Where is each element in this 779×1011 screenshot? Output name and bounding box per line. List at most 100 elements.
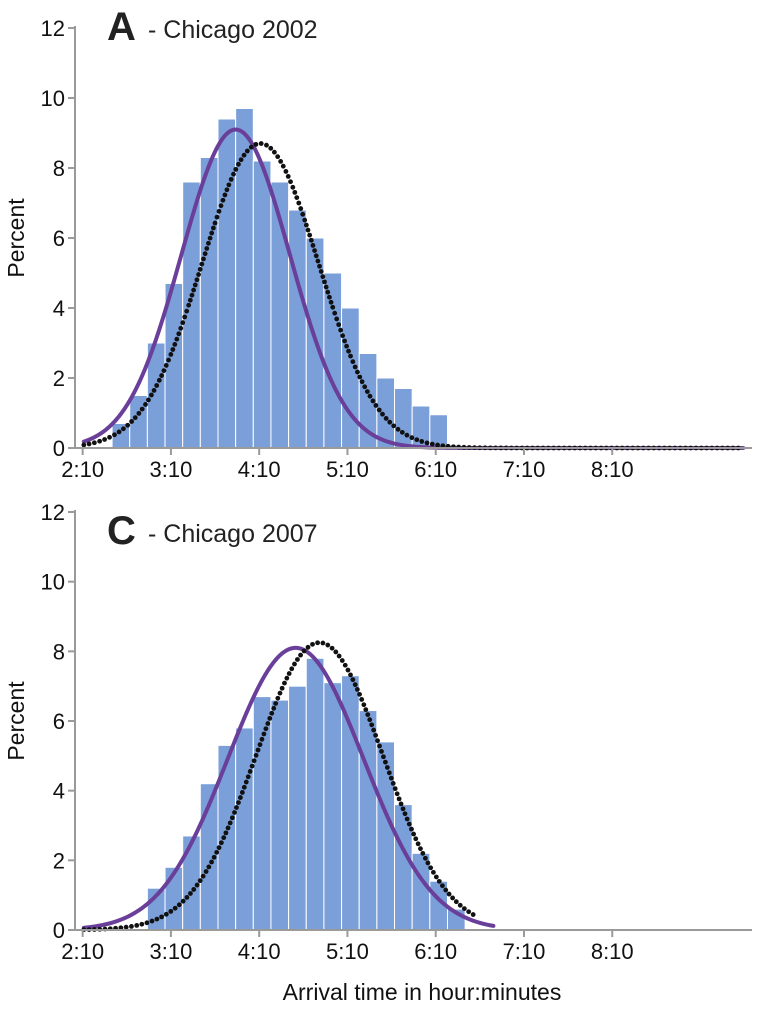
fit-dot — [373, 732, 378, 738]
fit-dot — [342, 338, 347, 344]
fit-dot — [112, 432, 117, 438]
fit-dot — [231, 171, 236, 177]
fit-dot — [395, 426, 401, 432]
fit-dot — [420, 850, 426, 856]
histogram-bar — [252, 160, 272, 449]
x-tick-label: 4:10 — [238, 939, 281, 964]
fit-dot — [188, 891, 193, 896]
fit-dot — [268, 145, 274, 151]
fit-dot — [414, 437, 420, 443]
fit-dot — [151, 388, 157, 393]
fit-dot — [161, 368, 167, 374]
dotted-fit-curve — [81, 141, 741, 451]
fit-dot — [422, 855, 428, 861]
fit-dot — [204, 246, 210, 251]
fit-dot — [300, 211, 306, 217]
histogram-bar — [341, 307, 360, 449]
fit-dot — [292, 189, 298, 195]
fit-dot — [409, 826, 414, 832]
fit-dot — [220, 197, 226, 203]
fit-dot — [172, 905, 178, 911]
fit-dot — [380, 411, 385, 417]
fit-dot — [216, 208, 222, 214]
fit-dot — [318, 269, 324, 274]
fit-dot — [461, 906, 467, 912]
fit-dot — [290, 184, 296, 190]
fit-dot — [259, 736, 265, 742]
fit-dot — [431, 869, 436, 875]
fit-dot — [107, 434, 112, 440]
fit-dot — [227, 820, 233, 826]
fit-dot — [144, 920, 150, 926]
fit-dot — [282, 680, 287, 686]
fit-dot — [278, 159, 284, 164]
fit-dot — [81, 442, 87, 448]
fit-dot — [116, 429, 122, 435]
fit-dot — [136, 410, 142, 416]
x-tick-label: 4:10 — [238, 457, 281, 482]
fit-dot — [232, 810, 237, 815]
fit-dot — [123, 924, 129, 930]
fit-dot — [457, 902, 463, 908]
fit-dot — [255, 747, 261, 753]
fit-dot — [342, 662, 348, 668]
fit-dot — [328, 299, 334, 305]
fit-dot — [168, 352, 174, 357]
fit-dot — [261, 731, 267, 737]
fit-dot — [241, 784, 247, 790]
fit-dot — [302, 217, 308, 223]
fit-dot — [377, 743, 382, 749]
fit-dot — [253, 752, 259, 758]
fit-dot — [330, 304, 336, 310]
fit-dot — [329, 645, 335, 651]
fit-dot — [387, 419, 393, 425]
fit-dot — [197, 878, 203, 884]
fit-dot — [120, 426, 126, 432]
fit-dot — [199, 261, 205, 267]
fit-dot — [258, 141, 264, 146]
fit-dot — [139, 921, 145, 927]
fit-dot — [373, 403, 379, 408]
histogram-bar — [288, 685, 307, 931]
fit-dot — [222, 192, 228, 198]
fit-dot — [209, 230, 215, 236]
fit-dot — [446, 891, 452, 897]
fit-dot — [310, 243, 316, 248]
fit-dot — [338, 327, 344, 333]
fit-dot — [97, 438, 103, 444]
histogram-bar — [217, 118, 237, 449]
fit-dot — [275, 154, 281, 160]
fit-dot — [269, 710, 275, 716]
fit-dot — [402, 811, 408, 817]
fit-dot — [159, 914, 165, 920]
fit-dot — [200, 873, 206, 879]
panel-letter: C — [107, 509, 136, 553]
fit-dot — [236, 161, 241, 167]
fit-dot — [102, 437, 107, 442]
fit-dot — [214, 214, 220, 220]
fit-dot — [211, 854, 217, 860]
fit-dot — [390, 781, 396, 786]
fit-dot — [233, 166, 239, 172]
fit-dot — [154, 916, 160, 922]
fit-dot — [251, 758, 257, 764]
fit-dot — [470, 912, 476, 917]
fit-dot — [411, 831, 417, 837]
fit-dot — [156, 377, 162, 383]
fit-dot — [134, 923, 140, 928]
y-tick-label: 4 — [53, 296, 65, 321]
histogram-bar — [305, 657, 325, 931]
fit-dot — [263, 726, 269, 732]
fit-dot — [237, 795, 243, 800]
fit-dot — [320, 274, 326, 280]
fit-dot — [244, 148, 250, 154]
y-tick-label: 10 — [41, 570, 65, 595]
y-tick-label: 12 — [41, 16, 65, 41]
fit-dot — [348, 353, 353, 359]
fit-dot — [212, 220, 218, 226]
fit-dot — [225, 825, 231, 831]
fit-dot — [271, 705, 277, 711]
fit-dot — [166, 357, 171, 363]
fit-dot — [234, 805, 239, 810]
fit-dot — [381, 754, 386, 760]
